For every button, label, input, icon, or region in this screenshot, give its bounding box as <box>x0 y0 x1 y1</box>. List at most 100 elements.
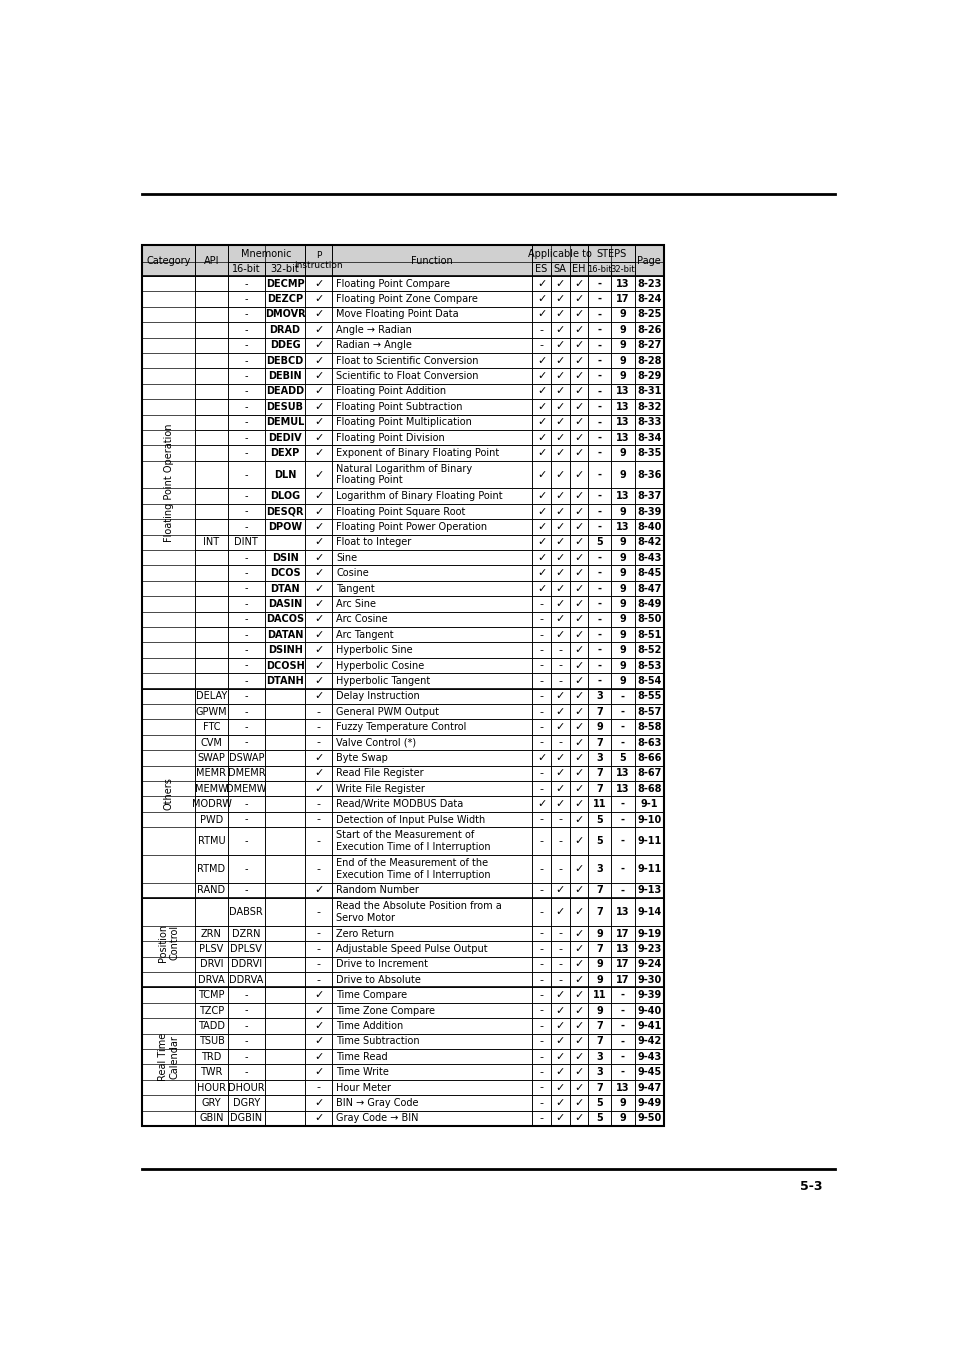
Text: ✓: ✓ <box>574 1098 583 1108</box>
Text: 16-bit: 16-bit <box>587 265 612 274</box>
Text: -: - <box>598 340 601 350</box>
Bar <box>195 883 228 898</box>
Text: 7: 7 <box>596 737 602 748</box>
Text: -: - <box>316 929 320 938</box>
Bar <box>634 520 663 535</box>
Text: 5: 5 <box>596 1114 602 1123</box>
Text: FTC: FTC <box>202 722 220 732</box>
Bar <box>228 580 265 597</box>
Text: ✓: ✓ <box>314 522 323 532</box>
Text: DDRVI: DDRVI <box>231 960 262 969</box>
Bar <box>587 275 611 292</box>
Text: DRAD: DRAD <box>270 325 300 335</box>
Bar <box>587 765 611 782</box>
Bar <box>550 720 569 734</box>
Bar <box>265 306 305 323</box>
Bar <box>611 1064 634 1080</box>
Text: Time Read: Time Read <box>335 1052 388 1061</box>
Text: 8-58: 8-58 <box>637 722 661 732</box>
Bar <box>305 688 332 705</box>
Text: ✓: ✓ <box>314 1021 323 1031</box>
Text: ✓: ✓ <box>555 599 564 609</box>
Text: INT: INT <box>203 537 219 547</box>
Text: 9-1: 9-1 <box>639 799 658 809</box>
Bar <box>550 566 569 580</box>
Bar <box>587 414 611 429</box>
Bar <box>305 796 332 811</box>
Text: Random Number: Random Number <box>335 886 418 895</box>
Text: -: - <box>539 975 543 984</box>
Bar <box>195 1080 228 1095</box>
Text: 9: 9 <box>619 645 626 655</box>
Bar <box>569 1111 587 1126</box>
Text: DDEG: DDEG <box>270 340 300 350</box>
Text: -: - <box>539 614 543 625</box>
Bar <box>228 1111 265 1126</box>
Bar <box>634 782 663 796</box>
Text: -: - <box>620 737 624 748</box>
Bar <box>550 926 569 941</box>
Text: 9-42: 9-42 <box>637 1037 660 1046</box>
Bar <box>332 811 532 828</box>
Bar <box>195 1034 228 1049</box>
Bar <box>332 796 532 811</box>
Bar <box>305 400 332 414</box>
Bar <box>587 657 611 674</box>
Bar <box>587 400 611 414</box>
Bar <box>569 580 587 597</box>
Text: -: - <box>558 660 561 671</box>
Bar <box>228 597 265 612</box>
Text: 17: 17 <box>616 975 629 984</box>
Bar <box>587 383 611 400</box>
Bar <box>305 883 332 898</box>
Text: ✓: ✓ <box>314 1052 323 1061</box>
Bar <box>634 1095 663 1111</box>
Bar <box>634 1018 663 1034</box>
Bar <box>195 275 228 292</box>
Bar <box>569 429 587 446</box>
Bar <box>611 1034 634 1049</box>
Bar <box>550 338 569 352</box>
Bar <box>611 811 634 828</box>
Text: ✓: ✓ <box>574 417 583 427</box>
Bar <box>305 504 332 520</box>
Text: ✓: ✓ <box>555 1052 564 1061</box>
Text: ✓: ✓ <box>574 522 583 532</box>
Text: Category: Category <box>147 255 191 266</box>
Text: -: - <box>244 340 248 350</box>
Text: -: - <box>558 814 561 825</box>
Bar <box>587 957 611 972</box>
Bar <box>332 566 532 580</box>
Bar <box>532 352 550 369</box>
Bar <box>569 383 587 400</box>
Bar <box>569 369 587 383</box>
Text: ✓: ✓ <box>574 355 583 366</box>
Text: Floating Point Square Root: Floating Point Square Root <box>335 506 465 517</box>
Text: ✓: ✓ <box>314 676 323 686</box>
Bar <box>611 383 634 400</box>
Bar <box>305 705 332 720</box>
Bar <box>265 1095 305 1111</box>
Bar <box>532 751 550 765</box>
Bar <box>587 323 611 338</box>
Bar <box>550 429 569 446</box>
Bar <box>265 926 305 941</box>
Bar <box>332 275 532 292</box>
Bar <box>195 566 228 580</box>
Text: ✓: ✓ <box>555 537 564 547</box>
Bar <box>532 446 550 460</box>
Text: ✓: ✓ <box>314 1114 323 1123</box>
Bar <box>228 535 265 549</box>
Bar <box>587 597 611 612</box>
Bar <box>532 383 550 400</box>
Text: DEADD: DEADD <box>266 386 304 397</box>
Bar <box>195 429 228 446</box>
Text: 3: 3 <box>596 1066 602 1077</box>
Bar <box>634 987 663 1003</box>
Text: ✓: ✓ <box>314 886 323 895</box>
Bar <box>569 1064 587 1080</box>
Text: ✓: ✓ <box>537 386 546 397</box>
Text: -: - <box>558 960 561 969</box>
Text: 9: 9 <box>619 552 626 563</box>
Text: DZRN: DZRN <box>232 929 260 938</box>
